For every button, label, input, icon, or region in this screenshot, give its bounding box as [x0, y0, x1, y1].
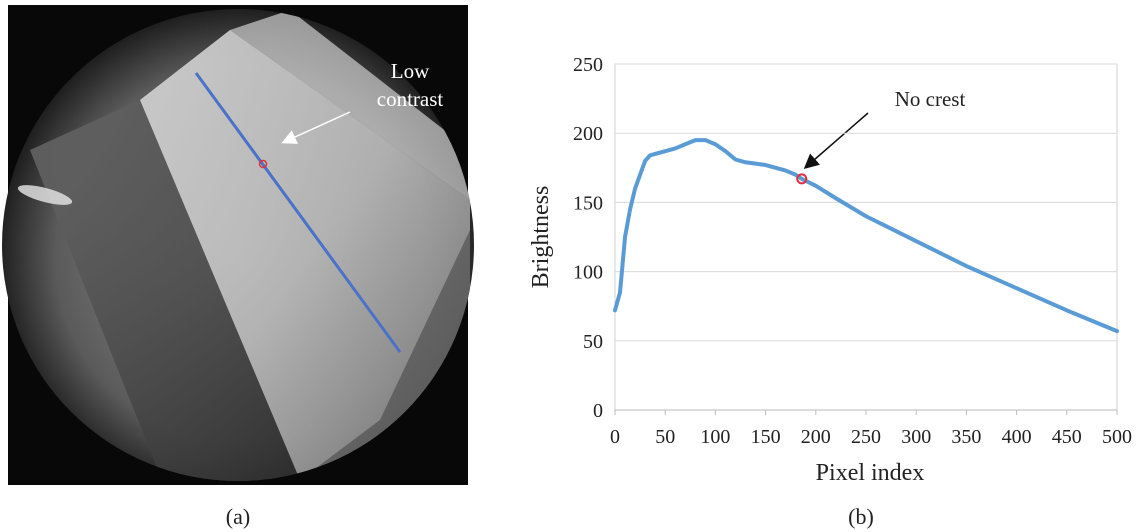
x-tick-label: 350 [951, 426, 981, 448]
photo-annotation: Low [391, 59, 430, 83]
y-tick-label: 100 [573, 262, 603, 284]
x-axis-title: Pixel index [816, 460, 925, 486]
data-line [613, 138, 1119, 334]
photo: Low contrast [2, 5, 474, 485]
chart-annotation: No crest [895, 87, 966, 111]
x-tick-label: 450 [1052, 426, 1082, 448]
x-tick-label: 300 [901, 426, 931, 448]
x-tick-label: 400 [1002, 426, 1032, 448]
y-tick-label: 150 [573, 192, 603, 214]
plot-area [614, 63, 1118, 411]
panel-label: (a) [226, 504, 250, 529]
x-tick-label: 250 [851, 426, 881, 448]
x-tick-label: 500 [1102, 426, 1132, 448]
y-tick-label: 0 [593, 400, 603, 422]
y-tick-label: 50 [583, 331, 603, 353]
x-tick-label: 150 [751, 426, 781, 448]
y-tick-label: 200 [573, 123, 603, 145]
x-tick-label: 0 [610, 426, 620, 448]
x-tick-label: 100 [700, 426, 730, 448]
y-axis-title: Brightness [528, 186, 554, 289]
y-tick-label: 250 [573, 54, 603, 76]
x-tick-label: 200 [801, 426, 831, 448]
panel-label: (b) [848, 504, 874, 529]
annotation-arrow [803, 112, 869, 169]
highlight-point [796, 173, 808, 185]
x-tick-label: 50 [655, 426, 675, 448]
photo-annotation: contrast [377, 87, 444, 111]
